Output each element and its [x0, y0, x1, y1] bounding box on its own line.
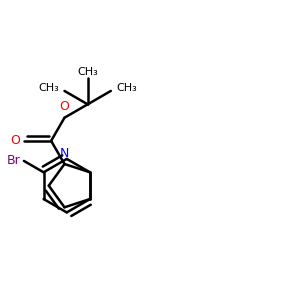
- Text: O: O: [10, 134, 20, 147]
- Text: CH₃: CH₃: [39, 83, 59, 93]
- Text: CH₃: CH₃: [77, 67, 98, 76]
- Text: Br: Br: [7, 154, 21, 167]
- Text: N: N: [60, 147, 69, 160]
- Text: O: O: [60, 100, 69, 113]
- Text: CH₃: CH₃: [116, 83, 137, 93]
